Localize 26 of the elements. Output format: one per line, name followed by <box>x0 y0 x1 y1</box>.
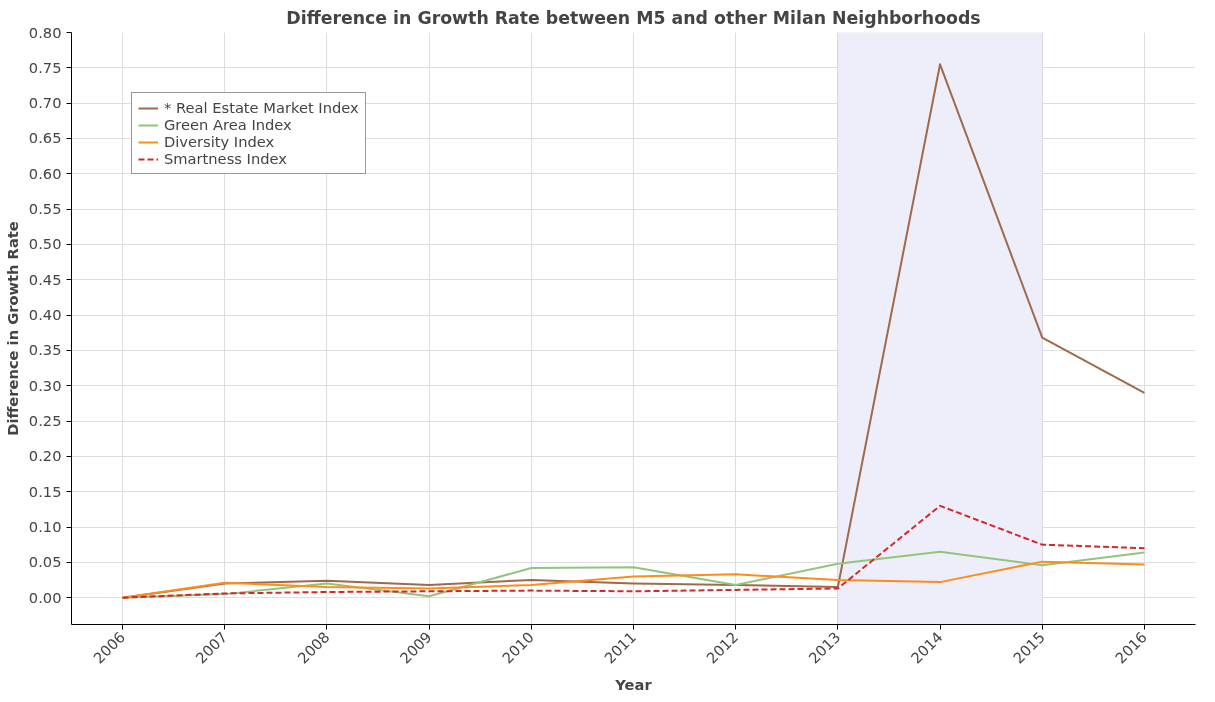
y-tick-label: 0.00 <box>28 588 62 606</box>
y-tick-label: 0.25 <box>28 412 62 430</box>
legend-label: Green Area Index <box>164 116 292 133</box>
y-tick-label: 0.65 <box>28 129 62 147</box>
legend-label: Smartness Index <box>164 150 287 167</box>
legend-label: Diversity Index <box>164 133 275 150</box>
y-tick-label: 0.30 <box>28 376 62 394</box>
line-series <box>121 560 1146 599</box>
y-tick-label: 0.60 <box>28 164 62 182</box>
y-tick-label: 0.15 <box>28 482 62 500</box>
y-tick-label: 0.55 <box>28 200 62 218</box>
y-axis-title: Difference in Growth Rate <box>3 221 21 436</box>
y-tick-label: 0.20 <box>28 447 62 465</box>
chart-title: Difference in Growth Rate between M5 and other Milan Neighborhoods <box>286 7 981 28</box>
y-tick-label: 0.45 <box>28 270 62 288</box>
y-tick-label: 0.50 <box>28 235 62 253</box>
y-tick-label: 0.80 <box>28 23 62 41</box>
y-tick-label: 0.10 <box>28 518 62 536</box>
y-tick-label: 0.35 <box>28 341 62 359</box>
y-tick-label: 0.40 <box>28 306 62 324</box>
y-tick-label: 0.70 <box>28 94 62 112</box>
line-series <box>121 504 1146 599</box>
x-axis-title: Year <box>614 675 653 693</box>
legend-label: * Real Estate Market Index <box>164 99 359 116</box>
y-tick-label: 0.75 <box>28 58 62 76</box>
y-tick-label: 0.05 <box>28 553 62 571</box>
